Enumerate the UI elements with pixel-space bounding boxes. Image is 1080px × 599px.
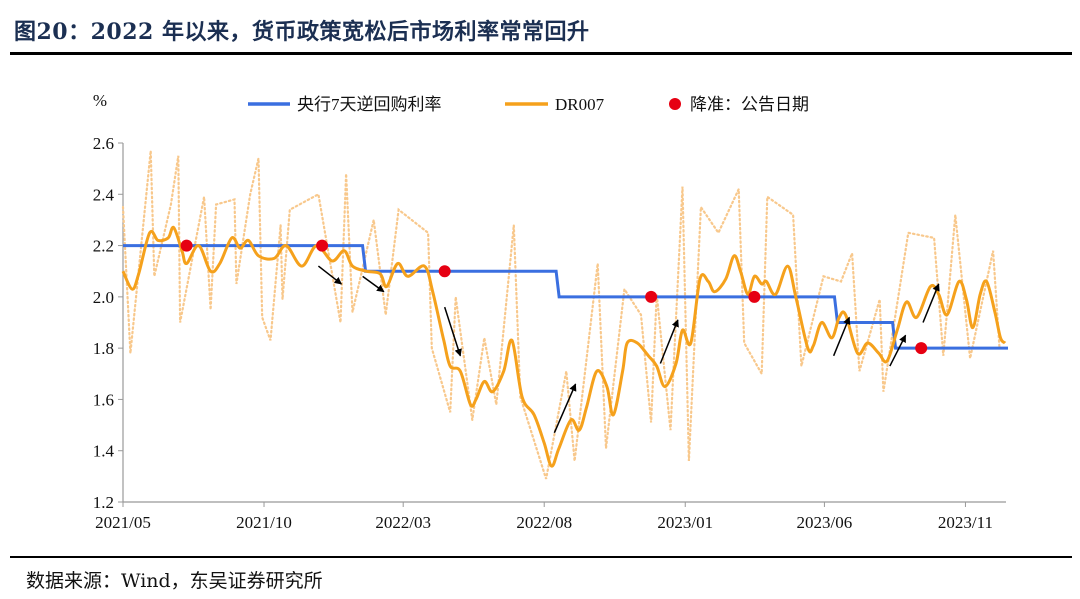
y-tick-label: 2.2 — [93, 237, 114, 256]
title-divider — [10, 52, 1072, 55]
y-tick-label: 2.6 — [93, 134, 114, 153]
x-tick-label: 2022/08 — [516, 513, 572, 532]
rrr-announcement-marker — [748, 290, 761, 303]
trend-arrow — [922, 283, 940, 323]
y-tick-label: 1.2 — [93, 493, 114, 512]
trend-arrow — [362, 275, 385, 293]
y-tick-label: 1.4 — [93, 442, 115, 461]
y-tick-label: 2.0 — [93, 288, 114, 307]
figure-title: 图20：2022 年以来，货币政策宽松后市场利率常常回升 — [14, 19, 590, 45]
legend-rrr-swatch — [669, 98, 681, 110]
rrr-announcement-marker — [180, 239, 193, 252]
x-tick-label: 2022/03 — [375, 513, 431, 532]
trend-arrow — [553, 383, 577, 434]
footer-divider — [10, 556, 1072, 558]
rrr-announcement-marker — [645, 290, 658, 303]
source-note: 数据来源：Wind，东吴证券研究所 — [26, 570, 323, 592]
dr007-line — [121, 225, 1007, 468]
dr007-daily-line — [121, 150, 1001, 480]
y-tick-label: 1.8 — [93, 339, 114, 358]
x-tick-label: 2023/01 — [657, 513, 713, 532]
x-tick-label: 2021/10 — [236, 513, 292, 532]
policy-rate-line — [123, 244, 1008, 350]
trend-arrow — [317, 265, 343, 285]
legend: 央行7天逆回购利率 DR007 降准：公告日期 — [248, 95, 809, 114]
x-tick-label: 2023/06 — [797, 513, 853, 532]
x-tick-label: 2023/11 — [938, 513, 993, 532]
legend-dr007-label: DR007 — [555, 95, 605, 114]
trend-arrow — [443, 306, 462, 357]
trend-arrow — [832, 316, 851, 357]
trend-arrow — [889, 334, 907, 367]
legend-rrr-label: 降准：公告日期 — [690, 95, 809, 114]
x-tick-label: 2021/05 — [95, 513, 151, 532]
y-tick-label: 1.6 — [93, 390, 114, 409]
rrr-announcement-marker — [915, 342, 928, 355]
rrr-announcement-marker — [316, 239, 329, 252]
legend-policy-label: 央行7天逆回购利率 — [297, 95, 442, 114]
y-tick-label: 2.4 — [93, 185, 115, 204]
trend-arrow — [659, 319, 679, 364]
y-axis-unit: % — [93, 91, 107, 110]
rrr-announcement-marker — [438, 265, 451, 278]
